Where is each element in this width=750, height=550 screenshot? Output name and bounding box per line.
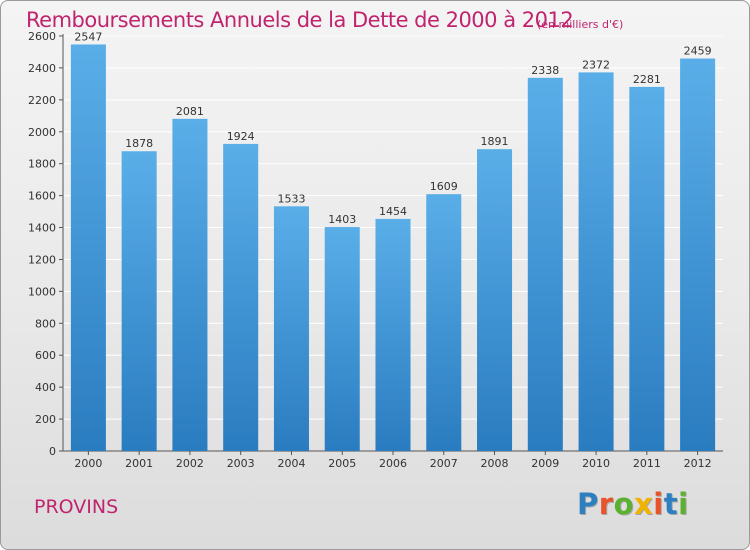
bar-2012 [680, 58, 716, 451]
bar-2007 [426, 194, 462, 452]
bar-2000 [70, 44, 106, 451]
x-tick-label: 2009 [531, 457, 559, 470]
y-tick-label: 600 [35, 349, 56, 362]
x-tick-label: 2004 [277, 457, 305, 470]
proxiti-logo[interactable]: Proxiti [577, 487, 689, 521]
x-tick-label: 2002 [176, 457, 204, 470]
x-tick-label: 2008 [481, 457, 509, 470]
x-tick-labels: 2000 2001 2002 2003 2004 2005 2006 2007 2008 2009… [74, 457, 711, 470]
x-tick-label: 2000 [74, 457, 102, 470]
value-label: 1891 [481, 135, 509, 148]
bar-2008 [477, 149, 513, 452]
logo-letter: i [653, 487, 664, 521]
y-tick-label: 2000 [28, 126, 56, 139]
bar-2011 [629, 86, 665, 452]
city-name: PROVINS [34, 496, 119, 518]
y-tick-label: 2600 [28, 30, 56, 43]
y-tick-label: 0 [49, 445, 56, 458]
logo-letter: P [577, 487, 599, 521]
value-label: 2338 [531, 64, 559, 77]
y-tick-label: 1400 [28, 222, 56, 235]
bar-2009 [527, 77, 563, 452]
value-label: 1924 [227, 130, 255, 143]
y-tick-label: 2200 [28, 94, 56, 107]
logo-letter: t [663, 487, 679, 521]
chart-title: Remboursements Annuels de la Dette de 20… [26, 8, 574, 32]
bar-2010 [578, 72, 614, 452]
y-tick-labels: 0 200 400 600 800 1000 1200 1400 1600 1800 2000 220… [28, 30, 56, 458]
value-label: 1609 [430, 180, 458, 193]
value-label: 1403 [328, 213, 356, 226]
value-label: 2459 [684, 45, 712, 58]
bars [70, 44, 716, 452]
x-tick-label: 2006 [379, 457, 407, 470]
logo-letter: x [634, 487, 654, 521]
value-label: 2081 [176, 105, 204, 118]
value-label: 1533 [277, 192, 305, 205]
x-tick-label: 2011 [633, 457, 661, 470]
logo-letter: o [613, 487, 635, 521]
y-tick-label: 1000 [28, 285, 56, 298]
value-labels: 2547 1878 2081 1924 1533 1403 1454 1609 1891 2338… [74, 30, 711, 226]
logo-letter: i [678, 487, 689, 521]
bar-2005 [324, 227, 360, 451]
value-label: 2372 [582, 58, 610, 71]
value-label: 2547 [74, 30, 102, 43]
x-tick-label: 2001 [125, 457, 153, 470]
y-tick-label: 800 [35, 317, 56, 330]
x-tick-label: 2007 [430, 457, 458, 470]
y-tick-label: 200 [35, 413, 56, 426]
bar-2006 [375, 218, 411, 451]
logo-letter: r [598, 487, 614, 521]
value-label: 1454 [379, 205, 407, 218]
bar-2002 [172, 118, 208, 451]
value-label: 1878 [125, 137, 153, 150]
chart-subtitle: (en milliers d'€) [537, 18, 624, 31]
y-tick-label: 1200 [28, 253, 56, 266]
y-tick-label: 1600 [28, 190, 56, 203]
y-tick-label: 1800 [28, 158, 56, 171]
x-tick-label: 2003 [227, 457, 255, 470]
y-tick-label: 2400 [28, 62, 56, 75]
x-tick-label: 2010 [582, 457, 610, 470]
bar-2003 [223, 143, 259, 451]
value-label: 2281 [633, 73, 661, 86]
bar-2001 [121, 151, 157, 451]
x-tick-label: 2005 [328, 457, 356, 470]
y-tick-label: 400 [35, 381, 56, 394]
bar-2004 [273, 206, 309, 451]
x-tick-label: 2012 [684, 457, 712, 470]
